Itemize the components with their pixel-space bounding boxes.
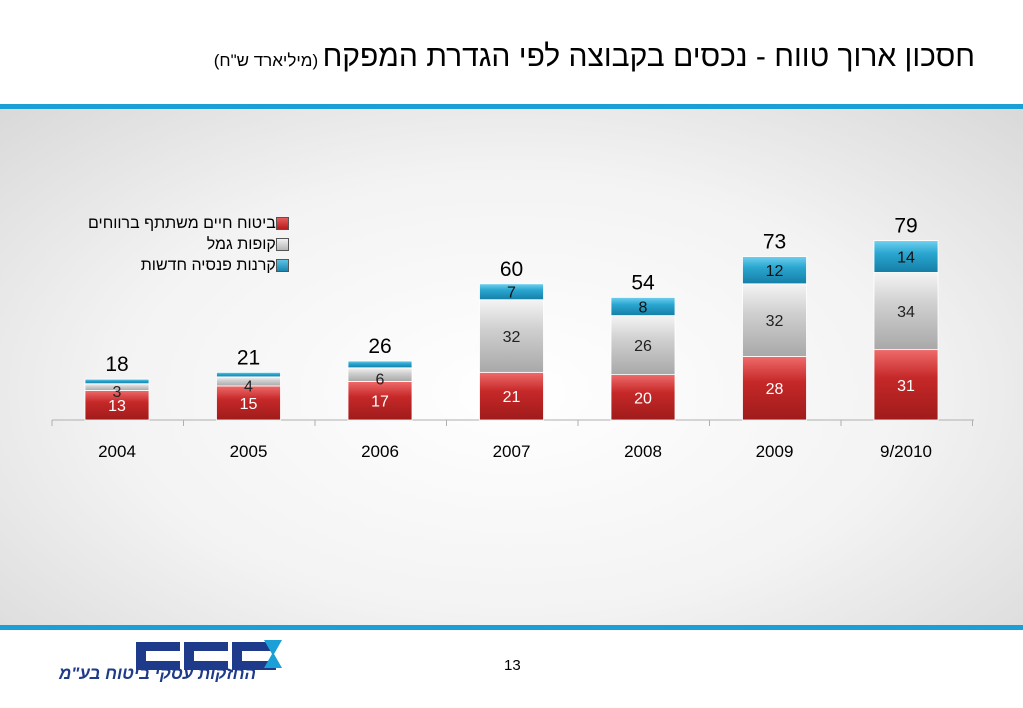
segment-value-label: 32 xyxy=(766,313,784,330)
bar-total-label: 18 xyxy=(105,353,128,376)
segment-value-label: 8 xyxy=(639,300,648,317)
chart-legend: ביטוח חיים משתתף ברווחים קופות גמל קרנות… xyxy=(88,213,295,276)
segment-value-label: 12 xyxy=(766,263,784,280)
bar-total-label: 21 xyxy=(237,346,260,369)
bar-segment-new-pension-funds xyxy=(610,297,676,316)
page-number: 13 xyxy=(504,657,521,674)
bar-total-label: 79 xyxy=(894,215,917,238)
legend-item-life-insurance: ביטוח חיים משתתף ברווחים xyxy=(88,213,295,234)
bar-total-label: 54 xyxy=(631,271,655,294)
segment-value-label: 20 xyxy=(634,390,652,407)
bar-segment-new-pension-funds xyxy=(873,240,939,273)
segment-value-label: 17 xyxy=(371,394,389,411)
logo-tagline: החזקות עסקי ביטוח בע"מ xyxy=(58,664,256,683)
top-divider xyxy=(0,104,1023,109)
company-logo xyxy=(136,640,282,670)
segment-value-label: 31 xyxy=(897,378,915,395)
x-axis-tick-label: 2008 xyxy=(624,442,662,461)
bar-segment-new-pension-funds xyxy=(742,256,807,285)
segment-value-label: 34 xyxy=(897,304,915,321)
segment-value-label: 26 xyxy=(634,338,652,355)
segment-value-label: 15 xyxy=(240,396,258,413)
bar-segment-life-insurance xyxy=(347,381,413,421)
bar-total-label: 60 xyxy=(500,258,523,281)
segment-value-label: 28 xyxy=(766,381,784,398)
title-unit: (מיליארד ש"ח) xyxy=(213,51,319,70)
legend-swatch-red xyxy=(275,217,289,230)
x-axis-tick-label: 2006 xyxy=(361,442,399,461)
legend-label: קרנות פנסיה חדשות xyxy=(140,256,276,274)
legend-label: קופות גמל xyxy=(206,235,276,253)
x-axis-tick-label: 9/2010 xyxy=(880,442,932,461)
segment-value-label: 4 xyxy=(244,378,253,395)
segment-value-label: 7 xyxy=(507,285,516,302)
bar-segment-life-insurance xyxy=(84,390,150,421)
bar-segment-provident-funds xyxy=(610,315,676,376)
bar-total-label: 26 xyxy=(368,335,391,358)
bar-segment-life-insurance xyxy=(479,371,544,421)
segment-value-label: 21 xyxy=(503,389,521,406)
page-title: חסכון ארוך טווח - נכסים בקבוצה לפי הגדרת… xyxy=(214,40,975,74)
x-axis-tick-label: 2007 xyxy=(493,442,531,461)
bar-segment-new-pension-funds xyxy=(347,360,413,369)
segment-value-label: 6 xyxy=(376,372,385,389)
bar-segment-provident-funds xyxy=(873,272,939,351)
legend-swatch-gray xyxy=(275,238,289,251)
bar-segment-new-pension-funds xyxy=(84,378,150,385)
bar-total-label: 73 xyxy=(763,231,786,254)
x-axis-tick-label: 2005 xyxy=(230,442,268,461)
x-axis-tick-label: 2004 xyxy=(98,442,136,461)
bar-segment-provident-funds xyxy=(479,299,544,373)
bar-segment-life-insurance xyxy=(873,349,939,421)
bar-segment-life-insurance xyxy=(216,385,281,421)
chart-area: 13 3 18 2004 15 4 21 2005 17 6 26 2006 21 32 7 60 2007 20… xyxy=(0,109,1023,625)
title-main: חסכון ארוך טווח - נכסים בקבוצה לפי הגדרת… xyxy=(322,40,975,73)
segment-value-label: 14 xyxy=(897,250,915,267)
legend-swatch-blue xyxy=(275,259,289,272)
segment-value-label: 13 xyxy=(108,398,126,415)
bar-segment-provident-funds xyxy=(742,283,807,357)
bar-segment-life-insurance xyxy=(742,356,807,421)
bar-segment-new-pension-funds xyxy=(479,283,544,301)
legend-label: ביטוח חיים משתתף ברווחים xyxy=(88,214,276,232)
bar-segment-new-pension-funds xyxy=(216,371,281,378)
x-axis-tick-label: 2009 xyxy=(756,442,794,461)
bottom-divider xyxy=(0,625,1023,630)
stacked-bar-chart: 1331820041542120051762620062132760200720… xyxy=(51,215,974,461)
legend-item-new-pension-funds: קרנות פנסיה חדשות xyxy=(88,255,295,276)
legend-item-provident-funds: קופות גמל xyxy=(88,234,295,255)
segment-value-label: 3 xyxy=(113,384,122,401)
segment-value-label: 32 xyxy=(503,329,521,346)
